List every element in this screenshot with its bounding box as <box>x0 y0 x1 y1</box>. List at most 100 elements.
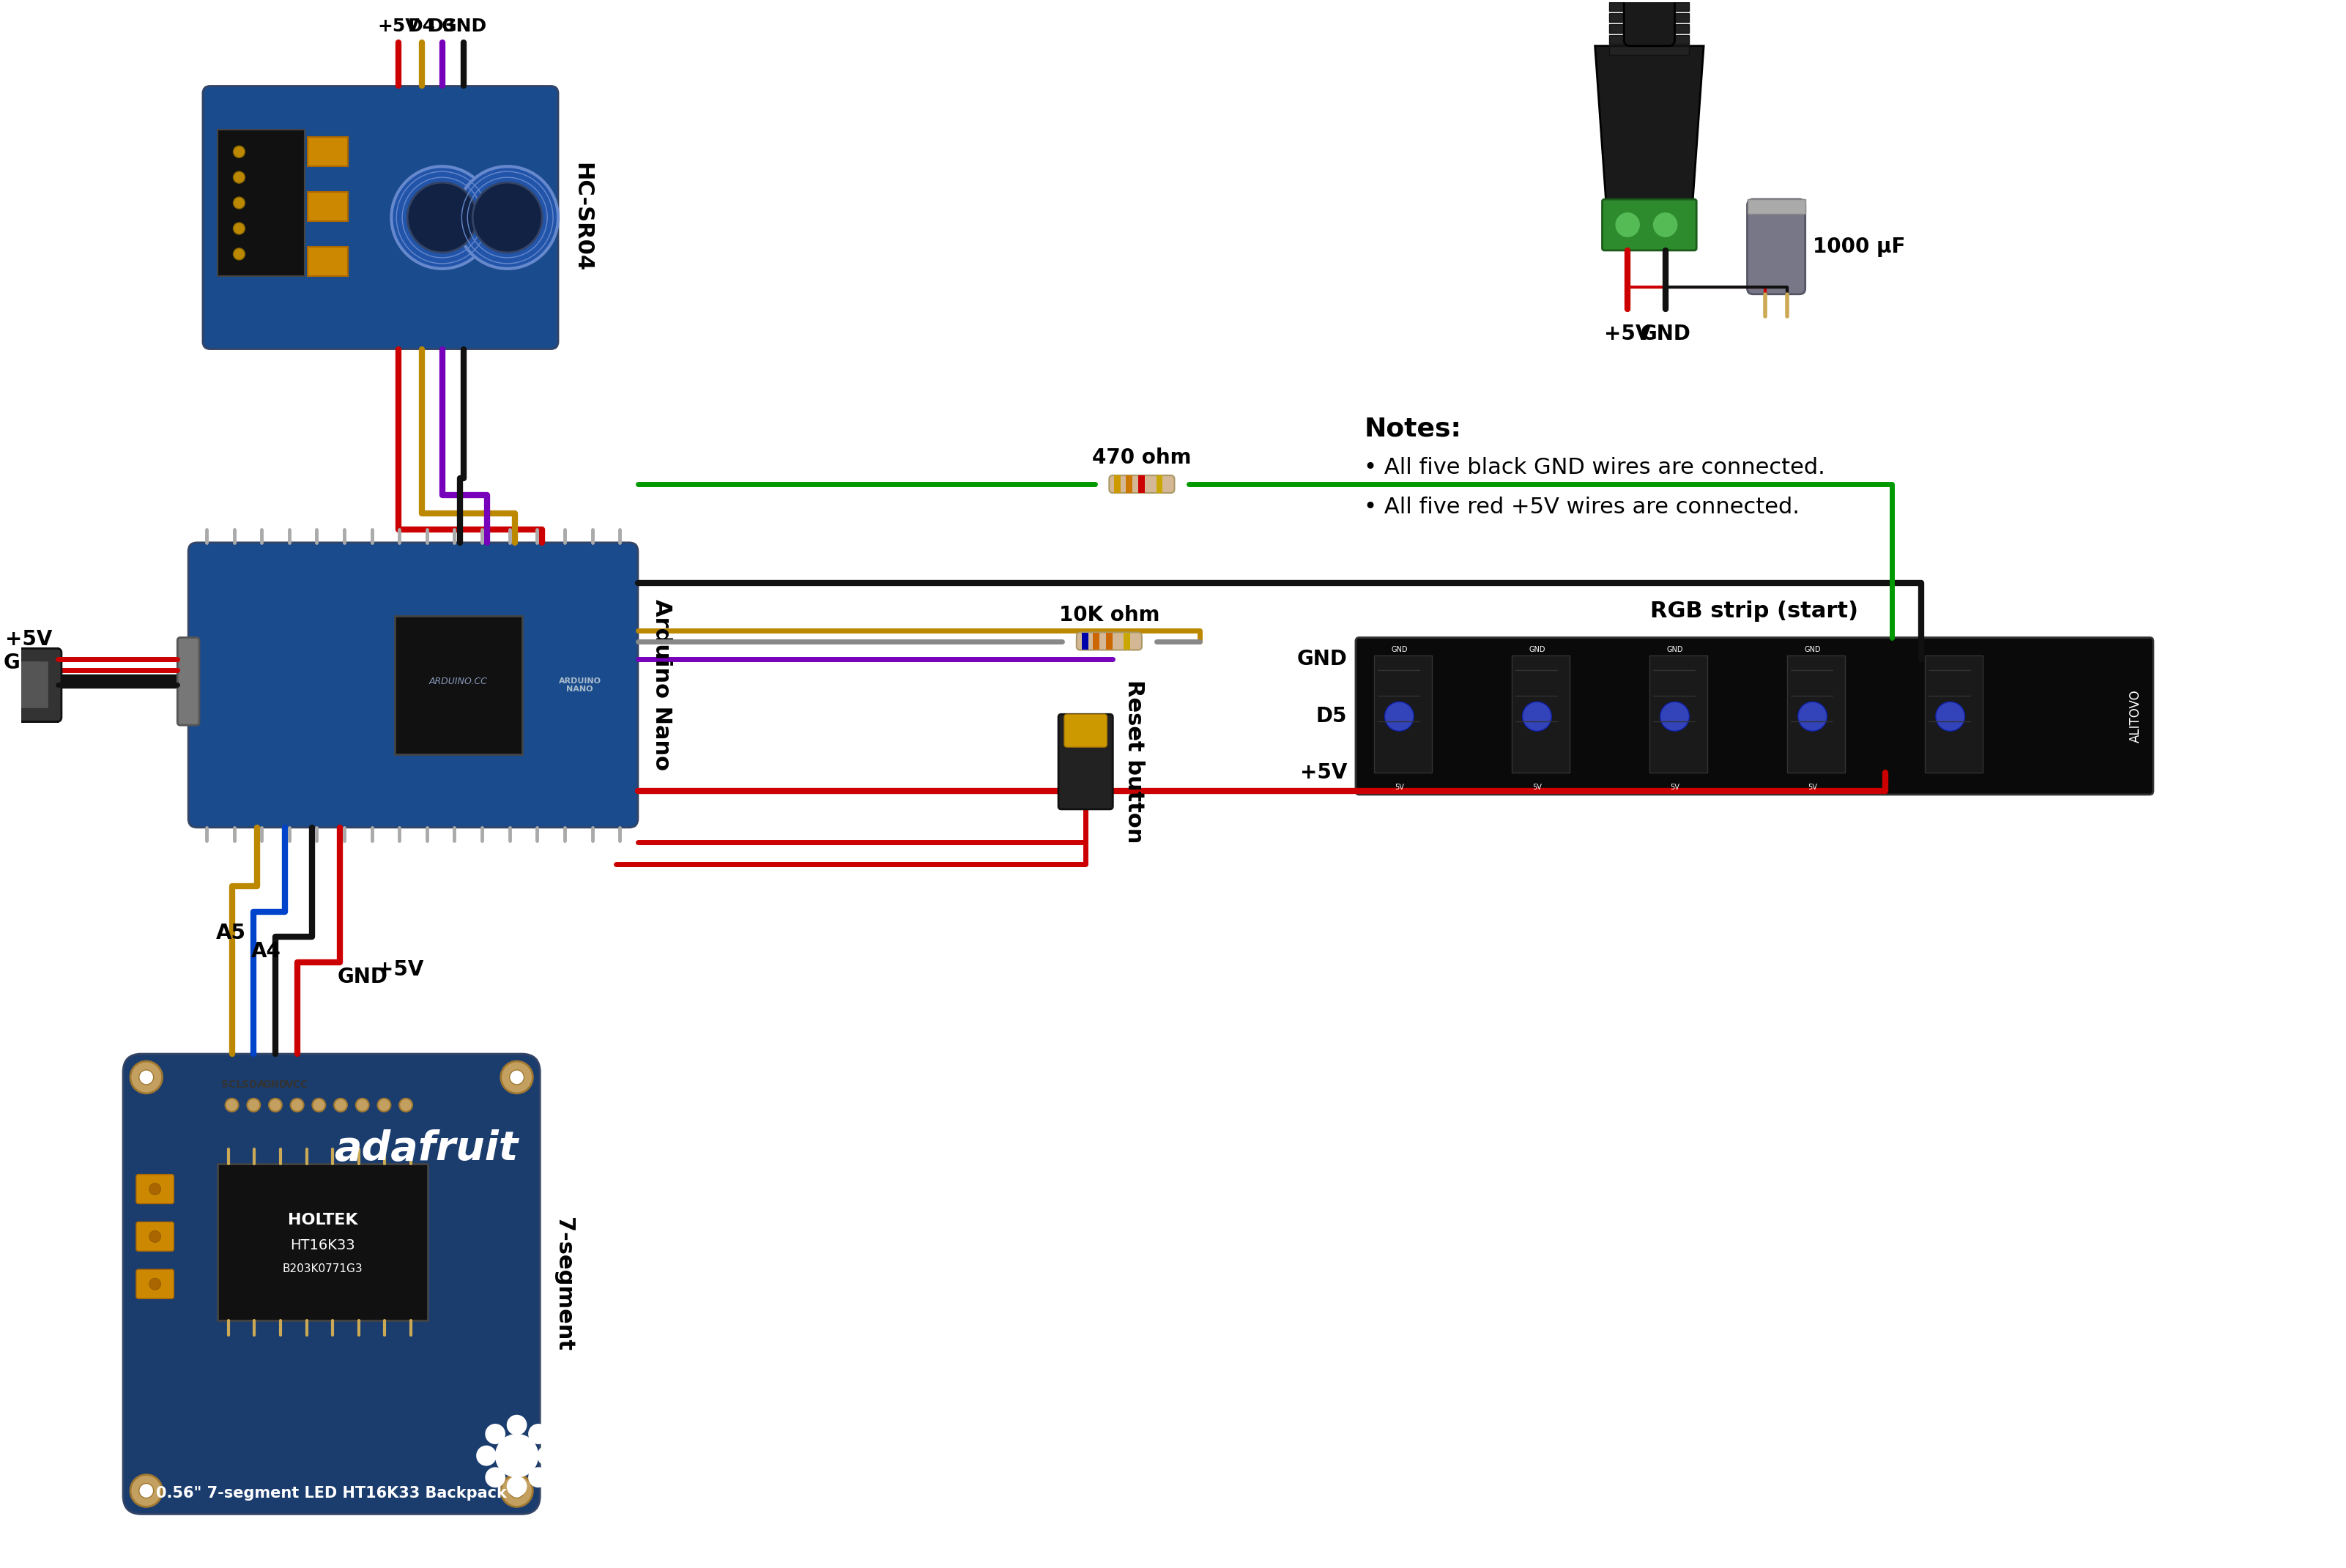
Circle shape <box>1523 702 1551 731</box>
Bar <box>218 1163 427 1320</box>
Bar <box>307 136 347 166</box>
Text: GND: GND <box>1530 646 1546 654</box>
Circle shape <box>528 1468 549 1488</box>
Text: SDA: SDA <box>242 1079 265 1090</box>
Bar <box>1375 655 1431 773</box>
Text: 470 ohm: 470 ohm <box>1093 447 1192 469</box>
Text: 5V: 5V <box>1670 784 1680 790</box>
Text: adafruit: adafruit <box>333 1129 518 1168</box>
Circle shape <box>1384 702 1415 731</box>
FancyBboxPatch shape <box>1110 475 1175 492</box>
Bar <box>307 191 347 221</box>
Text: Notes:: Notes: <box>1363 417 1462 441</box>
FancyBboxPatch shape <box>178 638 199 724</box>
Text: D4: D4 <box>408 17 436 34</box>
Polygon shape <box>394 616 521 754</box>
Text: +5V: +5V <box>1605 323 1652 343</box>
FancyBboxPatch shape <box>202 86 558 350</box>
Bar <box>1924 655 1982 773</box>
Circle shape <box>486 1468 504 1488</box>
Text: 5V: 5V <box>1394 784 1403 790</box>
Circle shape <box>1635 0 1663 2</box>
Circle shape <box>476 1446 497 1466</box>
Bar <box>1124 632 1131 651</box>
Text: HC-SR04: HC-SR04 <box>570 163 594 273</box>
Circle shape <box>357 1099 368 1112</box>
FancyBboxPatch shape <box>1748 199 1804 295</box>
Circle shape <box>333 1099 347 1112</box>
Text: ARDUINO
NANO: ARDUINO NANO <box>558 677 601 693</box>
Circle shape <box>500 1474 533 1507</box>
Circle shape <box>312 1099 326 1112</box>
Circle shape <box>150 1278 162 1290</box>
Text: VCC: VCC <box>286 1079 310 1090</box>
Circle shape <box>509 1069 523 1085</box>
Text: Reset button: Reset button <box>1124 681 1145 844</box>
Circle shape <box>291 1099 303 1112</box>
Circle shape <box>486 1424 504 1444</box>
Text: A5: A5 <box>216 924 246 944</box>
Text: D3: D3 <box>429 17 455 34</box>
FancyBboxPatch shape <box>1065 715 1107 746</box>
Circle shape <box>399 1099 413 1112</box>
FancyBboxPatch shape <box>188 543 638 828</box>
Circle shape <box>1797 702 1828 731</box>
Circle shape <box>150 1184 162 1195</box>
Circle shape <box>1935 702 1964 731</box>
FancyBboxPatch shape <box>12 649 61 721</box>
Circle shape <box>131 1474 162 1507</box>
Text: +5V: +5V <box>375 960 422 980</box>
Text: 7-segment: 7-segment <box>554 1217 575 1352</box>
Bar <box>1609 24 1689 33</box>
Text: • All five red +5V wires are connected.: • All five red +5V wires are connected. <box>1363 497 1799 517</box>
Text: HT16K33: HT16K33 <box>291 1239 354 1253</box>
Circle shape <box>500 1062 533 1093</box>
Text: GND: GND <box>5 652 54 673</box>
Circle shape <box>507 1475 528 1496</box>
Text: GND: GND <box>1804 646 1820 654</box>
Bar <box>19 662 49 709</box>
FancyBboxPatch shape <box>136 1270 174 1298</box>
Text: ALITOVO: ALITOVO <box>2130 690 2142 743</box>
Text: +5V: +5V <box>5 629 52 649</box>
Circle shape <box>408 182 476 252</box>
Text: 5V: 5V <box>1532 784 1541 790</box>
Bar <box>1093 632 1100 651</box>
Circle shape <box>270 1099 282 1112</box>
Text: GND: GND <box>263 1079 289 1090</box>
Bar <box>1138 475 1145 492</box>
FancyBboxPatch shape <box>136 1174 174 1204</box>
Bar <box>1748 199 1804 213</box>
Circle shape <box>457 166 558 268</box>
Text: A4: A4 <box>251 941 282 961</box>
Text: GND: GND <box>338 967 387 988</box>
FancyBboxPatch shape <box>122 1054 540 1515</box>
Bar <box>1788 655 1844 773</box>
Circle shape <box>232 146 244 158</box>
Circle shape <box>232 223 244 234</box>
Text: D5: D5 <box>1316 706 1347 726</box>
Circle shape <box>507 1414 528 1435</box>
FancyBboxPatch shape <box>1058 715 1112 809</box>
Bar <box>218 130 305 276</box>
Circle shape <box>138 1483 152 1497</box>
Circle shape <box>232 198 244 209</box>
Bar <box>1649 655 1708 773</box>
Circle shape <box>246 1099 260 1112</box>
Text: SCL: SCL <box>221 1079 242 1090</box>
Bar <box>307 246 347 276</box>
Circle shape <box>225 1099 239 1112</box>
Bar <box>1609 34 1689 44</box>
Bar <box>1609 13 1689 22</box>
Bar <box>1511 655 1569 773</box>
Text: GND: GND <box>1666 646 1682 654</box>
Circle shape <box>392 166 493 268</box>
Bar <box>1609 45 1689 55</box>
Circle shape <box>509 1483 523 1497</box>
Bar <box>1082 632 1089 651</box>
Circle shape <box>472 182 542 252</box>
FancyBboxPatch shape <box>1356 638 2154 795</box>
Text: ARDUINO.CC: ARDUINO.CC <box>429 677 488 687</box>
Circle shape <box>1652 212 1677 238</box>
FancyBboxPatch shape <box>1623 0 1675 45</box>
